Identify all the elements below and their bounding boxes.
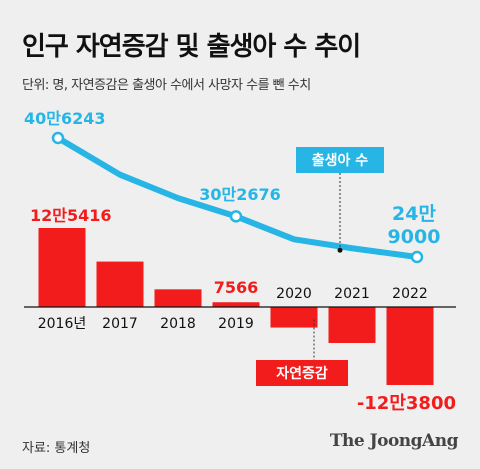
- natural-change-bar: [38, 228, 86, 307]
- x-tick-label: 2019: [218, 316, 254, 332]
- births-point-marker: [229, 210, 243, 223]
- natural-change-bar: [154, 289, 202, 307]
- chart-subtitle: 단위: 명, 자연증감은 출생아 수에서 사망자 수를 뺀 수치: [22, 78, 311, 93]
- births-point-marker: [410, 250, 424, 264]
- natural-change-bar: [212, 302, 260, 307]
- natural-change-bar: [328, 307, 376, 343]
- natural-change-bar: [96, 261, 144, 307]
- births-legend-box: [296, 147, 384, 173]
- births-legend-label: 출생아 수: [312, 152, 369, 169]
- publisher-credit: The JoongAng: [329, 431, 459, 451]
- births-data-label: 9000: [388, 226, 441, 248]
- natural-legend-label: 자연증감: [276, 365, 328, 382]
- source-note: 자료: 통계청: [22, 441, 91, 456]
- natural-data-label: 7566: [214, 278, 259, 297]
- natural-data-label: -12만3800: [357, 393, 456, 414]
- births-data-label: 40만6243: [24, 109, 106, 128]
- x-tick-label: 2022: [392, 286, 428, 302]
- x-tick-label: 2021: [334, 286, 370, 302]
- births-callout-dot: [337, 247, 343, 253]
- natural-change-bar: [386, 307, 434, 385]
- births-data-label: 24만: [392, 203, 436, 225]
- natural-change-bar: [270, 307, 318, 328]
- x-tick-label: 2018: [160, 316, 196, 332]
- natural-data-label: 12만5416: [30, 206, 112, 225]
- x-tick-label: 2020: [276, 286, 312, 302]
- x-tick-label: 2016년: [38, 316, 87, 332]
- natural-legend-box: [256, 360, 348, 386]
- births-point-marker: [51, 131, 65, 145]
- chart-title: 인구 자연증감 및 출생아 수 추이: [22, 32, 361, 62]
- births-data-label: 30만2676: [199, 185, 281, 204]
- x-tick-label: 2017: [102, 316, 138, 332]
